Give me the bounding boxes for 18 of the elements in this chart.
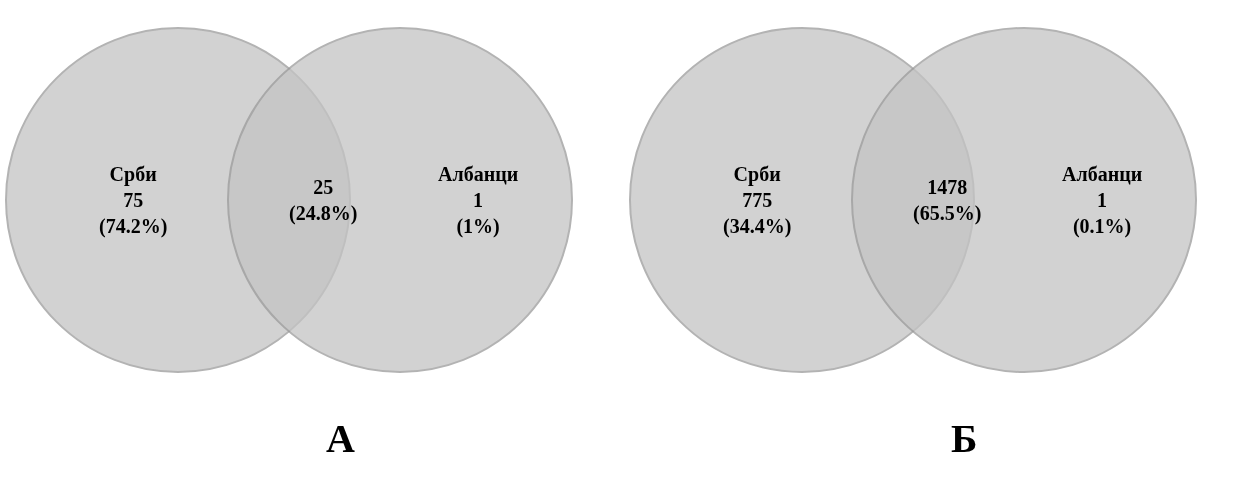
data-label: 1478 — [927, 176, 968, 198]
text: А — [326, 416, 355, 461]
data-label: 1 — [473, 189, 484, 211]
text: (24.8%) — [289, 202, 358, 225]
text: (74.2%) — [99, 215, 168, 238]
data-label: 25 — [313, 176, 334, 198]
text: (65.5%) — [913, 202, 982, 225]
data-label: 1 — [1097, 189, 1108, 211]
category-label: Срби — [109, 163, 157, 186]
text: (0.1%) — [1072, 215, 1132, 238]
data-label: 775 — [742, 189, 773, 211]
category-label: Албанци — [438, 163, 519, 185]
data-label: 75 — [123, 189, 144, 211]
category-label: Албанци — [1062, 163, 1143, 185]
text: Б — [951, 416, 978, 461]
category-label: Срби — [733, 163, 781, 186]
text: (34.4%) — [723, 215, 792, 238]
text: (1%) — [456, 215, 500, 238]
